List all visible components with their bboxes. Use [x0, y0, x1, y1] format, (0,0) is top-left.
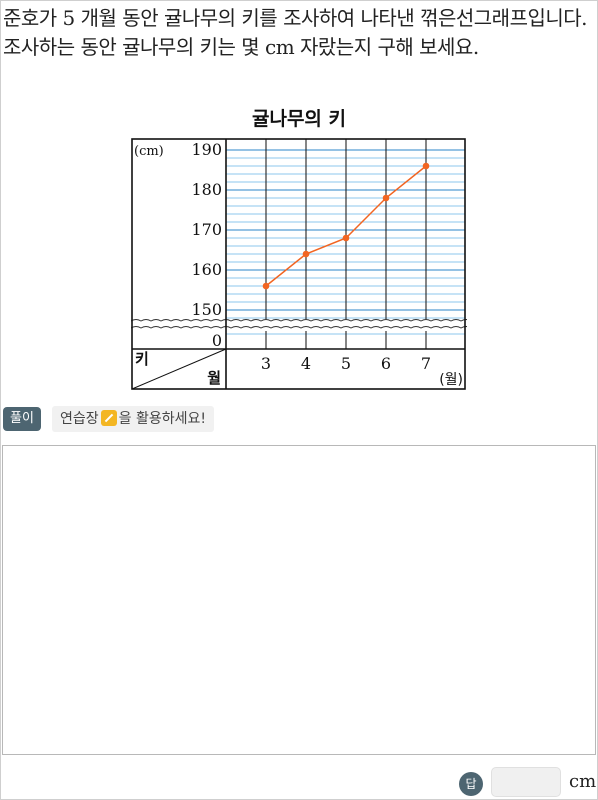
- chart-series: [262, 162, 430, 290]
- x-tick-label: 5: [341, 354, 351, 373]
- chart-border: [131, 138, 466, 390]
- x-unit-label: (월): [439, 372, 463, 388]
- corner-label-height: 키: [135, 350, 149, 368]
- y-tick-label: 170: [191, 220, 222, 239]
- chart-title: 귤나무의 키: [251, 108, 346, 130]
- answer-input[interactable]: [491, 767, 561, 797]
- notepad-hint[interactable]: 연습장 을 활용하세요!: [52, 406, 214, 432]
- x-tick-label: 6: [381, 354, 391, 373]
- corner-diagonal: [131, 348, 227, 390]
- solution-work-area[interactable]: [2, 445, 596, 755]
- axis-break-wave: [131, 319, 467, 322]
- hint-text-before: 연습장: [60, 411, 99, 427]
- question-text: 준호가 5 개월 동안 귤나무의 키를 조사하여 나타낸 꺾은선그래프입니다. …: [3, 6, 588, 59]
- corner-label-month: 월: [207, 369, 221, 387]
- chart-grid: [131, 139, 467, 349]
- y-tick-label: 180: [191, 180, 222, 199]
- y-tick-label: 0: [212, 331, 222, 350]
- y-tick-label: 160: [191, 260, 222, 279]
- line-chart: 190 180 170 160 150 0 (cm) 3 4 5 6 7 (월) 키월: [131, 138, 467, 390]
- answer-unit: cm: [569, 771, 597, 792]
- data-point: [262, 282, 270, 290]
- chart-labels: 190 180 170 160 150 0 (cm) 3 4 5 6 7 (월) 키월: [134, 140, 463, 388]
- solution-badge: 풀이: [3, 407, 41, 431]
- data-point: [342, 234, 350, 242]
- axis-break-wave: [131, 326, 467, 329]
- x-tick-label: 4: [301, 354, 311, 373]
- hint-text-after: 을 활용하세요!: [118, 411, 206, 427]
- y-tick-label: 150: [191, 300, 222, 319]
- data-point: [422, 162, 430, 170]
- y-tick-label: 190: [191, 140, 222, 159]
- x-tick-label: 3: [261, 354, 271, 373]
- answer-badge: 답: [459, 772, 483, 796]
- data-point: [382, 194, 390, 202]
- data-point: [302, 250, 310, 258]
- chart-axes: [131, 138, 466, 390]
- axis-break-band: [131, 319, 466, 331]
- y-unit-label: (cm): [134, 144, 164, 159]
- pencil-icon: [100, 410, 117, 426]
- x-tick-label: 7: [421, 354, 431, 373]
